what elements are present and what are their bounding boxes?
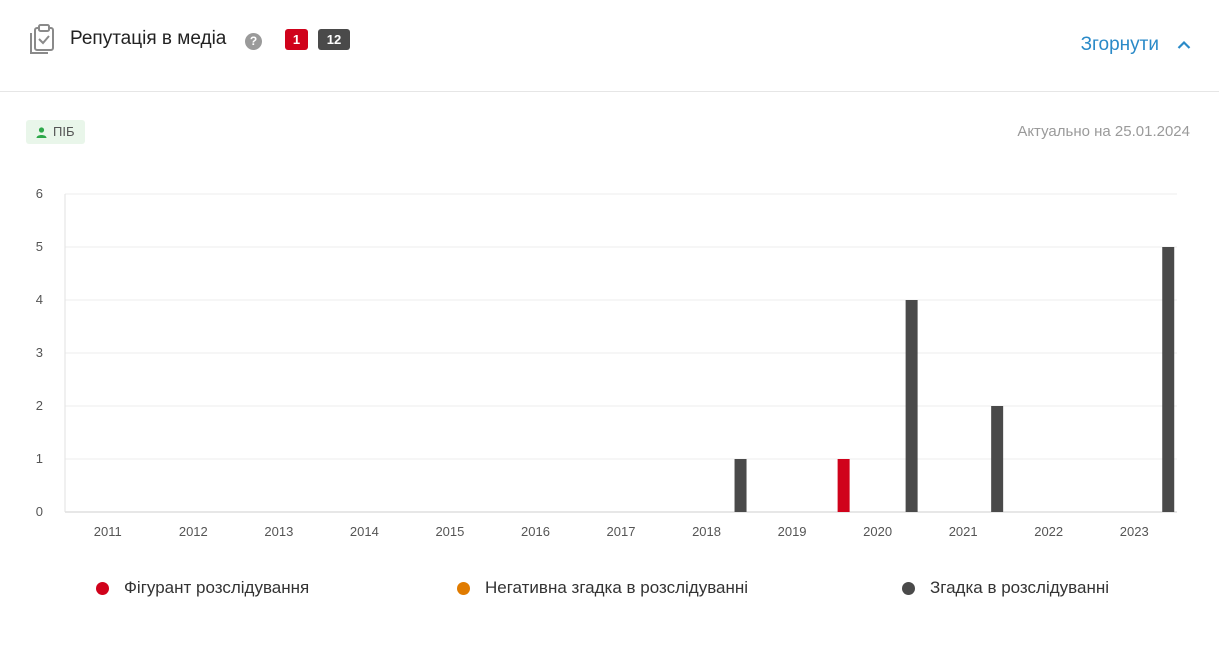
x-tick-label: 2022 xyxy=(1034,524,1063,539)
collapse-button[interactable]: Згорнути xyxy=(1081,34,1191,56)
collapse-label: Згорнути xyxy=(1080,34,1159,55)
x-tick-label: 2017 xyxy=(607,524,636,539)
bar xyxy=(905,300,918,512)
x-tick-label: 2020 xyxy=(863,524,892,539)
legend-marker-figurant xyxy=(96,581,109,595)
x-tick-label: 2016 xyxy=(521,524,550,539)
y-tick-label: 5 xyxy=(36,239,43,254)
bar xyxy=(734,459,747,512)
mention-count-badge: 12 xyxy=(318,29,350,50)
clipboard-check-icon xyxy=(30,24,54,54)
legend-label: Фігурант розслідування xyxy=(124,578,310,597)
legend-item-figurant[interactable]: Фігурант розслідування xyxy=(96,578,309,598)
person-icon xyxy=(36,126,47,138)
name-filter-tag[interactable]: ПІБ xyxy=(26,120,85,144)
section-title: Репутація в медіа xyxy=(70,28,227,49)
legend-label: Негативна згадка в розслідуванні xyxy=(485,578,749,597)
x-tick-label: 2012 xyxy=(179,524,208,539)
legend-item-mention[interactable]: Згадка в розслідуванні xyxy=(902,578,1109,598)
x-tick-label: 2023 xyxy=(1120,524,1149,539)
x-tick-label: 2021 xyxy=(949,524,978,539)
x-tick-label: 2013 xyxy=(264,524,293,539)
x-tick-label: 2018 xyxy=(692,524,721,539)
legend-label: Згадка в розслідуванні xyxy=(930,578,1109,597)
y-tick-label: 3 xyxy=(36,345,43,360)
legend-marker-negative xyxy=(457,581,470,595)
y-tick-label: 6 xyxy=(36,186,43,201)
y-tick-label: 4 xyxy=(36,292,43,307)
x-tick-label: 2014 xyxy=(350,524,379,539)
bar-chart: 0 1 2 3 4 5 6 2011 2012 2013 2014 2015 2016 2017 2018 2… xyxy=(36,186,1177,539)
x-tick-label: 2015 xyxy=(435,524,464,539)
x-tick-label: 2011 xyxy=(94,524,122,539)
bar xyxy=(991,406,1004,512)
figurant-count-badge: 1 xyxy=(285,29,308,50)
bar xyxy=(837,459,850,512)
bar xyxy=(1162,247,1175,512)
section-header: Репутація в медіа ? 1 12 Згорнути xyxy=(0,0,1219,92)
y-tick-label: 1 xyxy=(36,451,43,466)
x-tick-label: 2019 xyxy=(778,524,807,539)
y-tick-label: 2 xyxy=(36,398,43,413)
actual-date: Актуально на 25.01.2024 xyxy=(1017,123,1190,140)
help-icon[interactable]: ? xyxy=(245,33,262,50)
chevron-up-icon xyxy=(1177,40,1191,49)
legend-marker-mention xyxy=(902,581,915,595)
tag-label: ПІБ xyxy=(53,124,75,139)
y-tick-label: 0 xyxy=(36,504,43,519)
legend-item-negative[interactable]: Негативна згадка в розслідуванні xyxy=(457,578,748,598)
